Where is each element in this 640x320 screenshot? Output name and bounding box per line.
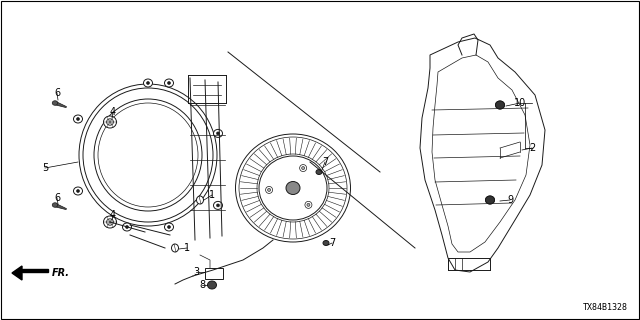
Ellipse shape xyxy=(214,129,223,137)
Bar xyxy=(205,268,223,279)
Ellipse shape xyxy=(172,244,179,252)
Ellipse shape xyxy=(77,117,79,121)
Text: 9: 9 xyxy=(507,195,513,205)
Text: 1: 1 xyxy=(209,190,215,200)
Text: 2: 2 xyxy=(529,143,535,153)
Text: 6: 6 xyxy=(54,193,60,203)
Text: 5: 5 xyxy=(42,163,48,173)
Text: 6: 6 xyxy=(54,88,60,98)
Ellipse shape xyxy=(259,156,327,220)
Ellipse shape xyxy=(300,164,307,172)
Ellipse shape xyxy=(104,116,116,128)
Ellipse shape xyxy=(495,101,504,109)
Ellipse shape xyxy=(52,203,58,207)
Ellipse shape xyxy=(164,223,173,231)
Ellipse shape xyxy=(74,115,83,123)
Text: 1: 1 xyxy=(184,243,190,253)
Ellipse shape xyxy=(301,167,305,170)
Ellipse shape xyxy=(106,219,113,225)
Ellipse shape xyxy=(216,132,220,135)
Ellipse shape xyxy=(214,201,223,209)
Ellipse shape xyxy=(486,196,495,204)
Text: 7: 7 xyxy=(322,157,328,167)
Ellipse shape xyxy=(125,226,129,228)
Text: 4: 4 xyxy=(110,107,116,117)
Ellipse shape xyxy=(307,203,310,206)
Text: FR.: FR. xyxy=(52,268,70,278)
Ellipse shape xyxy=(143,79,152,87)
Text: 10: 10 xyxy=(514,98,526,108)
Ellipse shape xyxy=(164,79,173,87)
Ellipse shape xyxy=(168,82,170,84)
Ellipse shape xyxy=(168,226,170,228)
Ellipse shape xyxy=(196,196,204,204)
Polygon shape xyxy=(54,101,67,108)
Polygon shape xyxy=(22,268,48,271)
Ellipse shape xyxy=(207,281,216,289)
Text: 7: 7 xyxy=(329,238,335,248)
Polygon shape xyxy=(54,203,67,210)
Polygon shape xyxy=(12,266,22,280)
Ellipse shape xyxy=(77,189,79,193)
Ellipse shape xyxy=(266,187,273,193)
Ellipse shape xyxy=(268,188,271,191)
Ellipse shape xyxy=(316,170,322,174)
Ellipse shape xyxy=(495,101,504,109)
Text: 8: 8 xyxy=(199,280,205,290)
Ellipse shape xyxy=(122,223,131,231)
Text: TX84B1328: TX84B1328 xyxy=(583,303,628,312)
Text: 4: 4 xyxy=(110,210,116,220)
Ellipse shape xyxy=(52,101,58,105)
Ellipse shape xyxy=(216,204,220,207)
Ellipse shape xyxy=(104,216,116,228)
Text: 3: 3 xyxy=(193,267,199,277)
Ellipse shape xyxy=(257,154,329,222)
Ellipse shape xyxy=(486,196,495,204)
Ellipse shape xyxy=(236,134,351,242)
Ellipse shape xyxy=(305,201,312,208)
Ellipse shape xyxy=(286,181,300,195)
Ellipse shape xyxy=(323,241,329,245)
Ellipse shape xyxy=(106,119,113,125)
Ellipse shape xyxy=(147,82,150,84)
Ellipse shape xyxy=(74,187,83,195)
